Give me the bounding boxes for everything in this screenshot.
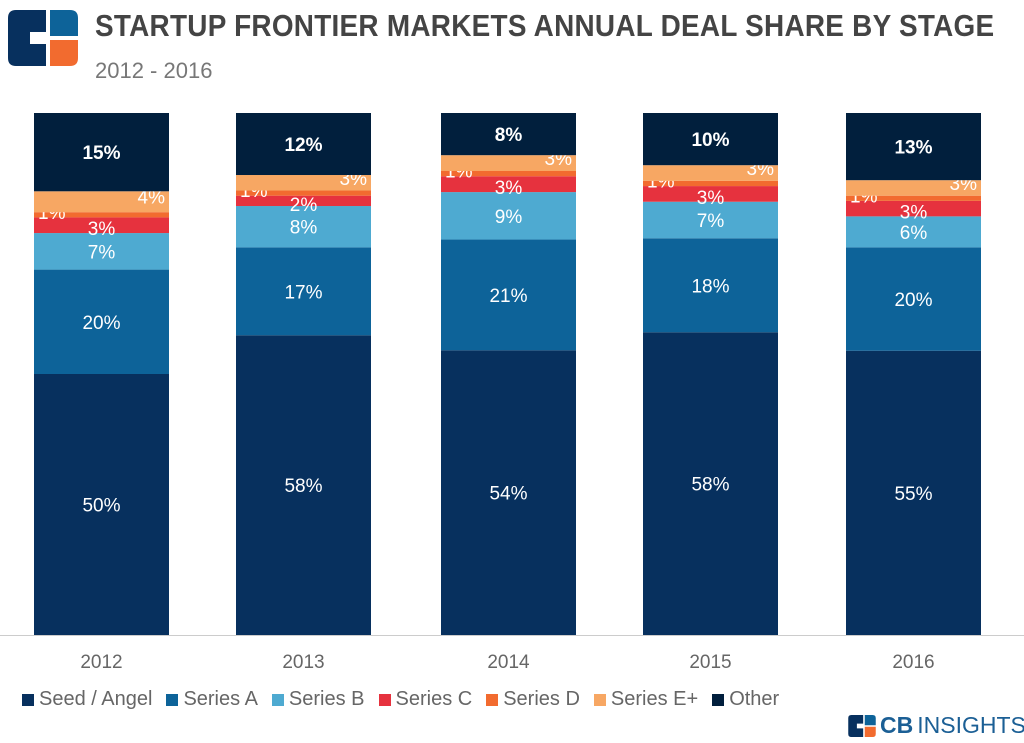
- bar-segment-2016-series-d: [846, 195, 981, 201]
- data-label: 7%: [88, 242, 116, 263]
- bar-segment-2013-other: [236, 113, 371, 176]
- bar-segment-2012-other: [34, 113, 169, 192]
- legend-swatch: [593, 693, 606, 706]
- stacked-bar-chart: 50%20%7%3%1%4%15%201258%17%8%2%1%3%12%20…: [0, 113, 1024, 673]
- chart-title: STARTUP FRONTIER MARKETS ANNUAL DEAL SHA…: [95, 8, 995, 43]
- legend-item: Series D: [486, 688, 580, 711]
- bar-segment-2016-series-e-: [846, 180, 981, 196]
- bar-segment-2012-series-b: [34, 233, 169, 270]
- data-label: 54%: [489, 484, 527, 505]
- data-label: 21%: [489, 286, 527, 307]
- data-label: 12%: [284, 135, 322, 156]
- data-label: 6%: [900, 223, 928, 244]
- cb-insights-logo: [8, 10, 78, 66]
- data-label: 3%: [900, 203, 928, 224]
- bar-segment-2014-series-e-: [441, 155, 576, 171]
- x-tick-label: 2015: [689, 652, 731, 673]
- bar-segment-2013-series-a: [236, 247, 371, 336]
- legend-label: Series E+: [610, 688, 699, 710]
- bar-segment-2013-series-c: [236, 195, 371, 207]
- legend-label: Seed / Angel: [39, 688, 153, 710]
- legend-swatch: [166, 693, 179, 706]
- brand-bold: CB: [880, 712, 914, 738]
- data-label: 9%: [495, 207, 523, 228]
- legend-swatch: [712, 693, 725, 706]
- bar-segment-2013-seed-angel: [236, 335, 371, 635]
- data-label: 3%: [697, 188, 725, 209]
- bar-segment-2016-series-c: [846, 200, 981, 217]
- data-label: 20%: [82, 313, 120, 334]
- bar-segment-2015-series-c: [643, 186, 778, 202]
- data-label: 13%: [894, 138, 932, 159]
- bar-segment-2013-series-b: [236, 206, 371, 248]
- data-label: 58%: [691, 475, 729, 496]
- legend-item: Series B: [271, 688, 365, 711]
- data-label: 50%: [82, 496, 120, 517]
- bar-segment-2012-series-a: [34, 269, 169, 374]
- data-label: 15%: [82, 143, 120, 164]
- data-label: 58%: [284, 476, 322, 497]
- x-tick-label: 2014: [487, 652, 530, 673]
- legend-item: Other: [712, 688, 779, 711]
- bar-segment-2012-series-c: [34, 217, 169, 234]
- legend-label: Series B: [288, 688, 365, 710]
- bar-segment-2015-series-b: [643, 201, 778, 239]
- x-tick-label: 2016: [892, 652, 934, 673]
- bar-segment-2015-other: [643, 113, 778, 166]
- bar-segment-2014-series-d: [441, 171, 576, 177]
- data-label: 8%: [290, 218, 318, 239]
- legend-label: Series D: [503, 688, 580, 710]
- data-label: 20%: [894, 290, 932, 311]
- legend-label: Series A: [183, 688, 258, 710]
- data-label: 10%: [691, 130, 729, 151]
- bar-segment-2015-series-d: [643, 180, 778, 187]
- x-tick-label: 2012: [80, 652, 122, 673]
- legend-label: Series C: [395, 688, 473, 710]
- data-label: 8%: [495, 125, 523, 146]
- bar-segment-2015-series-e-: [643, 165, 778, 181]
- data-label: 7%: [697, 211, 725, 232]
- data-label: 18%: [691, 276, 729, 297]
- legend-item: Series C: [378, 688, 473, 711]
- data-label: 17%: [284, 282, 322, 303]
- bar-segment-2014-series-b: [441, 192, 576, 240]
- bar-segment-2014-other: [441, 113, 576, 156]
- bar-segment-2015-series-a: [643, 238, 778, 333]
- bar-segment-2012-series-e-: [34, 191, 169, 213]
- bar-segment-2012-seed-angel: [34, 374, 169, 635]
- legend-swatch: [22, 693, 34, 706]
- legend: Seed / Angel Series A Series B Series C Seri…: [22, 688, 779, 711]
- bar-segment-2016-series-b: [846, 216, 981, 248]
- data-label: 3%: [88, 219, 116, 240]
- brand-light: INSIGHTS: [917, 712, 1024, 738]
- data-label: 3%: [495, 178, 523, 199]
- legend-label: Other: [729, 688, 780, 710]
- bar-segment-2016-other: [846, 113, 981, 181]
- legend-item: Series A: [166, 688, 258, 711]
- data-label: 55%: [894, 484, 932, 505]
- bar-segment-2015-seed-angel: [643, 332, 778, 635]
- chart-subtitle: 2012 - 2016: [95, 58, 213, 83]
- brand-footer: CB INSIGHTS: [848, 712, 1024, 739]
- legend-swatch: [486, 693, 499, 706]
- bar-segment-2013-series-d: [236, 190, 371, 196]
- legend-swatch: [271, 693, 284, 706]
- legend-item: Seed / Angel: [22, 688, 152, 711]
- legend-item: Series E+: [593, 688, 699, 711]
- bar-segment-2014-series-a: [441, 239, 576, 351]
- brand-logo-icon: [848, 714, 876, 737]
- bar-segment-2013-series-e-: [236, 175, 371, 191]
- bar-segment-2016-seed-angel: [846, 350, 981, 635]
- legend-swatch: [378, 693, 391, 706]
- bar-segment-2014-series-c: [441, 176, 576, 193]
- x-tick-label: 2013: [282, 652, 324, 673]
- bar-segment-2016-series-a: [846, 247, 981, 351]
- bar-segment-2014-seed-angel: [441, 350, 576, 635]
- data-label: 4%: [138, 188, 166, 209]
- data-label: 2%: [290, 195, 318, 216]
- bar-segment-2012-series-d: [34, 212, 169, 218]
